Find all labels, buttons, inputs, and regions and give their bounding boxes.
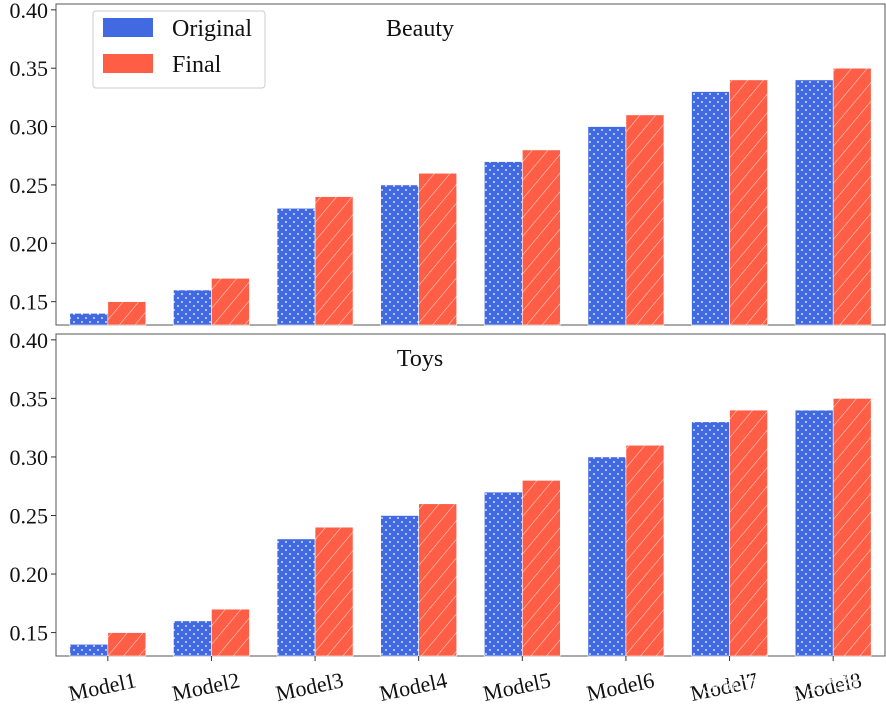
y-tick-label: 0.35 bbox=[10, 56, 49, 81]
y-tick-label: 0.35 bbox=[10, 386, 49, 411]
bar-original-model7 bbox=[691, 421, 730, 657]
bar-original-model7 bbox=[691, 91, 730, 326]
y-tick-label: 0.40 bbox=[10, 328, 49, 353]
y-tick-label: 0.20 bbox=[10, 562, 49, 587]
y-tick-label: 0.30 bbox=[10, 115, 49, 140]
x-tick-label: Model4 bbox=[377, 667, 449, 706]
bar-final-model6 bbox=[625, 444, 665, 657]
panel-title: Toys bbox=[397, 346, 443, 372]
x-tick-label: Model1 bbox=[66, 667, 138, 706]
y-tick-label: 0.30 bbox=[10, 445, 49, 470]
legend-label-original: Original bbox=[172, 16, 252, 42]
panel-1: 0.15 0.20 0.25 0.30 0.35 0.40 Toys bbox=[10, 328, 886, 657]
x-tick-label: Model2 bbox=[170, 667, 242, 706]
bar-final-model8 bbox=[832, 398, 872, 657]
y-tick-label: 0.15 bbox=[10, 290, 49, 315]
legend-label-final: Final bbox=[172, 52, 222, 78]
watermark-text: @稀土掘金技术社区 bbox=[700, 671, 880, 695]
bar-final-model2 bbox=[211, 278, 250, 326]
axes-frame bbox=[55, 3, 886, 326]
bar-final-model7 bbox=[729, 409, 768, 657]
bar-original-model3 bbox=[276, 538, 316, 657]
x-tick-label: Model3 bbox=[273, 667, 345, 706]
bar-final-model1 bbox=[107, 632, 147, 657]
legend-swatch-original bbox=[103, 18, 153, 37]
y-tick-label: 0.40 bbox=[10, 0, 49, 23]
panels-layer: 0.150.200.250.300.350.40Beauty0.150.200.… bbox=[10, 0, 886, 706]
bar-original-model5 bbox=[484, 161, 523, 326]
bar-original-model1 bbox=[69, 313, 109, 326]
bar-final-model6 bbox=[625, 114, 665, 326]
bar-original-model6 bbox=[587, 126, 627, 326]
bar-final-model5 bbox=[522, 480, 561, 657]
x-tick-label: Model6 bbox=[584, 667, 656, 706]
bar-final-model7 bbox=[729, 79, 768, 326]
bar-original-model2 bbox=[173, 289, 212, 326]
bar-final-model2 bbox=[211, 608, 250, 657]
bar-original-model2 bbox=[173, 620, 212, 657]
bar-final-model8 bbox=[832, 67, 872, 326]
bar-original-model3 bbox=[276, 207, 316, 326]
y-tick-label: 0.15 bbox=[10, 621, 49, 646]
bar-final-model4 bbox=[418, 172, 457, 326]
bar-original-model4 bbox=[380, 184, 419, 326]
bar-original-model8 bbox=[794, 79, 834, 326]
axes-frame bbox=[55, 333, 886, 657]
bar-final-model1 bbox=[107, 301, 147, 326]
bar-final-model4 bbox=[418, 503, 457, 657]
legend-swatch-final bbox=[103, 54, 153, 73]
panel-title: Beauty bbox=[386, 16, 454, 42]
x-tick-label: Model5 bbox=[481, 667, 553, 706]
y-tick-label: 0.20 bbox=[10, 231, 49, 256]
bar-original-model8 bbox=[794, 409, 834, 657]
bar-final-model3 bbox=[314, 526, 354, 657]
bar-final-model3 bbox=[314, 196, 354, 326]
bar-original-model6 bbox=[587, 456, 627, 657]
panel-0: 0.15 0.20 0.25 0.30 0.35 0.40 Beauty bbox=[10, 0, 886, 326]
bar-final-model5 bbox=[522, 149, 561, 326]
bar-original-model1 bbox=[69, 643, 109, 657]
legend: Original Final bbox=[92, 10, 266, 89]
bar-original-model4 bbox=[380, 515, 419, 657]
y-tick-label: 0.25 bbox=[10, 503, 49, 528]
y-tick-label: 0.25 bbox=[10, 173, 49, 198]
bar-original-model5 bbox=[484, 491, 523, 657]
